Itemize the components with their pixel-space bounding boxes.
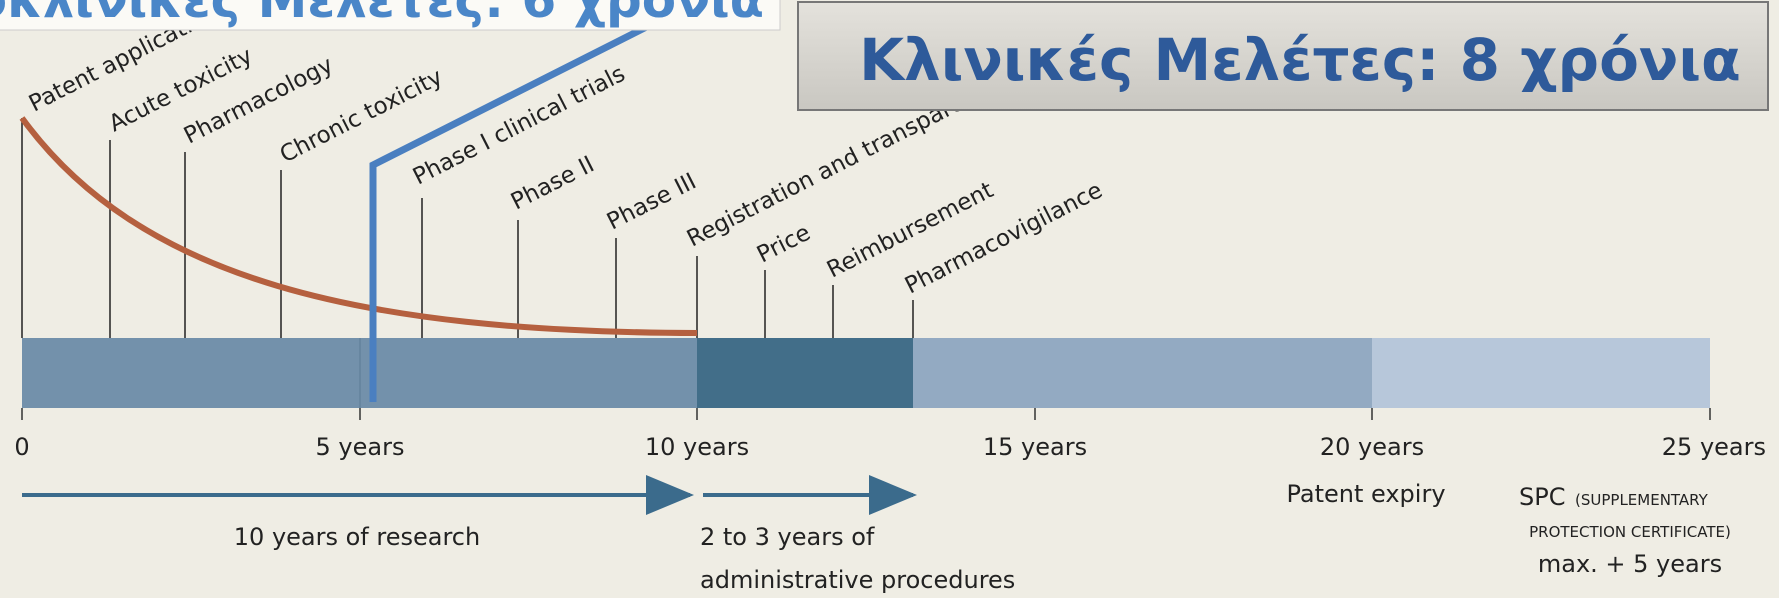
preclinical-title: οκλινικές Μελέτες: 6 χρόνια <box>0 0 764 29</box>
spc-text: PROTECTION CERTIFICATE) <box>1529 523 1731 541</box>
axis-label: 5 years <box>316 433 405 461</box>
milestone-lines <box>21 118 914 338</box>
clinical-title: Κλινικές Μελέτες: 8 χρόνια <box>859 26 1741 94</box>
period-label: 2 to 3 years of <box>700 523 875 551</box>
axis-ticks <box>21 408 1711 420</box>
admin-segment <box>697 338 913 408</box>
axis-label: 15 years <box>983 433 1087 461</box>
axis-label: 10 years <box>645 433 749 461</box>
spc-abbr: SPC <box>1519 483 1565 511</box>
clinical-marker-line <box>369 1 692 402</box>
axis-label: 25 years <box>1662 433 1766 461</box>
axis-label: 0 <box>14 433 29 461</box>
clinical-title-box <box>797 1 1769 111</box>
patent-expiry: Patent expiry <box>1286 480 1445 508</box>
decay-curve <box>19 116 698 336</box>
period-label: administrative procedures <box>700 566 1015 594</box>
axis-label: 20 years <box>1320 433 1424 461</box>
spc-text: (SUPPLEMENTARY <box>1575 491 1709 509</box>
market-segment <box>913 338 1372 408</box>
period-label: 10 years of research <box>234 523 480 551</box>
spc-segment <box>1372 338 1710 408</box>
spc-max: max. + 5 years <box>1538 550 1722 578</box>
preclinical-title-box <box>0 0 781 31</box>
